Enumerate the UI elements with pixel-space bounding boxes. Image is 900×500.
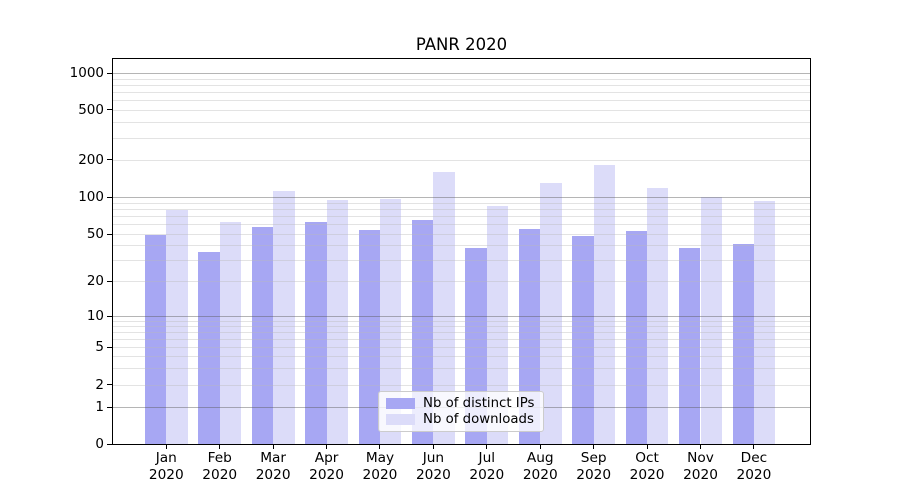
y-tick-label: 50 (86, 226, 104, 243)
y-tick-label: 500 (78, 101, 104, 118)
y-tick-mark (107, 233, 112, 235)
bar-ips-nov (679, 248, 701, 444)
y-tick-mark (107, 159, 112, 161)
y-tick-label: 10 (86, 308, 104, 325)
x-tick-label-dec: Dec 2020 (736, 450, 772, 483)
y-tick-label: 1000 (69, 65, 104, 82)
bar-ips-mar (251, 227, 274, 444)
x-tick-mark (219, 445, 221, 449)
y-tick-label: 100 (78, 189, 104, 206)
bar-downloads-jun (433, 171, 455, 444)
bar-downloads-sep (593, 165, 616, 444)
legend-swatch (386, 413, 415, 425)
bar-downloads-apr (326, 199, 348, 444)
bar-ips-aug (518, 228, 541, 444)
chart-title: PANR 2020 (415, 35, 508, 54)
bar-downloads-jan (166, 209, 188, 444)
y-tick-label: 2 (95, 376, 104, 393)
x-tick-label-sep: Sep 2020 (576, 450, 612, 483)
x-tick-label-oct: Oct 2020 (629, 450, 665, 483)
y-tick-label: 200 (78, 151, 104, 168)
bar-ips-dec (732, 244, 754, 444)
x-tick-mark (326, 445, 328, 449)
x-tick-mark (486, 445, 488, 449)
bar-ips-jun (412, 220, 434, 444)
bars-layer (113, 59, 810, 444)
x-tick-label-nov: Nov 2020 (683, 450, 718, 483)
x-tick-label-may: May 2020 (362, 450, 398, 483)
bar-ips-may (358, 229, 380, 444)
x-tick-label-aug: Aug 2020 (522, 450, 558, 483)
x-tick-mark (646, 445, 648, 449)
bar-ips-oct (625, 230, 648, 444)
bar-downloads-jul (486, 205, 509, 444)
x-tick-label-feb: Feb 2020 (202, 450, 238, 483)
bar-ips-feb (198, 252, 220, 444)
bar-downloads-nov (700, 196, 722, 444)
legend-label: Nb of downloads (423, 411, 534, 427)
legend: Nb of distinct IPs Nb of downloads (378, 391, 544, 432)
y-tick-mark (107, 384, 112, 386)
bar-downloads-feb (219, 221, 242, 444)
x-tick-mark (753, 445, 755, 449)
x-tick-label-jul: Jul 2020 (469, 450, 505, 483)
x-tick-label-jan: Jan 2020 (148, 450, 184, 483)
x-tick-label-mar: Mar 2020 (255, 450, 291, 483)
bar-downloads-mar (273, 191, 295, 444)
x-tick-mark (700, 445, 701, 449)
legend-entry: Nb of downloads (386, 412, 536, 427)
x-tick-mark (539, 445, 541, 449)
legend-label: Nb of distinct IPs (423, 396, 535, 412)
y-tick-mark (107, 196, 112, 198)
y-tick-label: 5 (95, 339, 104, 356)
x-tick-label-apr: Apr 2020 (309, 450, 344, 483)
bar-downloads-oct (647, 187, 669, 444)
legend-swatch (386, 398, 415, 410)
y-tick-label: 0 (95, 436, 104, 452)
bar-downloads-aug (540, 182, 562, 444)
bar-downloads-may (379, 199, 402, 444)
y-tick-mark (107, 280, 112, 282)
legend-entry: Nb of distinct IPs (386, 396, 536, 411)
y-tick-mark (107, 315, 112, 317)
x-tick-mark (165, 445, 167, 449)
y-tick-mark (107, 406, 112, 408)
bar-ips-sep (572, 236, 594, 444)
x-tick-mark (272, 445, 274, 449)
x-tick-mark (432, 445, 434, 449)
y-tick-mark (107, 346, 112, 348)
plot-area: Nb of distinct IPs Nb of downloads (112, 58, 811, 445)
x-tick-mark (593, 445, 595, 449)
bar-ips-apr (305, 221, 327, 444)
x-tick-label-jun: Jun 2020 (415, 450, 451, 483)
y-tick-label: 20 (86, 273, 104, 290)
bar-ips-jan (144, 235, 167, 444)
y-tick-mark (107, 443, 112, 445)
x-tick-mark (379, 445, 381, 449)
y-tick-mark (107, 109, 112, 111)
y-tick-mark (107, 72, 112, 74)
y-tick-label: 1 (95, 399, 104, 416)
bar-downloads-dec (753, 201, 776, 444)
